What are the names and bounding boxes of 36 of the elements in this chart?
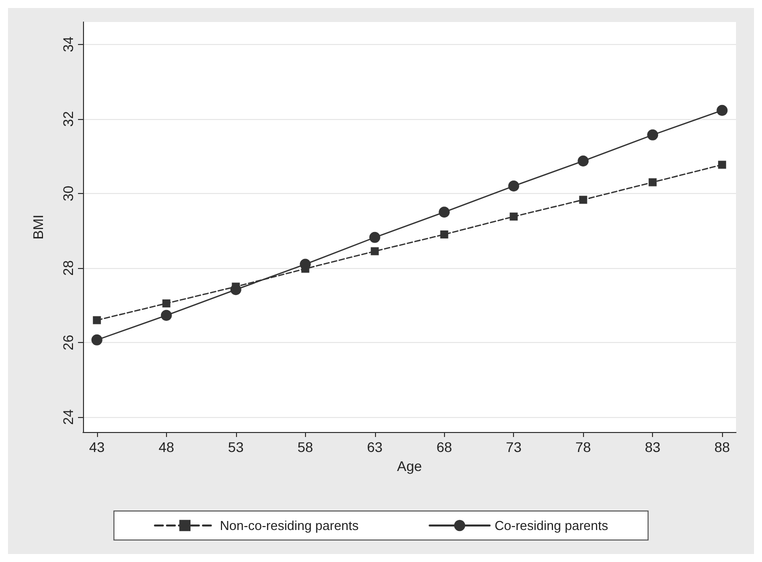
x-tick-label: 48 — [158, 439, 174, 455]
x-tick-label: 73 — [506, 439, 522, 455]
y-tick-label: 28 — [60, 260, 76, 276]
x-axis-title: Age — [397, 458, 422, 474]
point — [160, 310, 172, 321]
x-tick-label: 63 — [366, 439, 383, 455]
point — [508, 180, 520, 192]
y-tick-label: 34 — [60, 36, 76, 52]
y-tick-label: 26 — [60, 334, 76, 350]
point — [438, 206, 450, 218]
x-tick-label: 88 — [714, 439, 730, 455]
y-axis-title: BMI — [30, 214, 46, 240]
legend-label: Non-co-residing parents — [220, 518, 360, 533]
point — [718, 160, 726, 169]
point — [510, 212, 518, 221]
x-tick-label: 43 — [89, 439, 105, 455]
x-tick-label: 58 — [298, 439, 314, 455]
point — [716, 104, 728, 116]
point — [370, 247, 379, 256]
point — [162, 299, 170, 308]
point — [91, 334, 102, 346]
point — [579, 196, 588, 204]
point — [648, 178, 657, 186]
point — [369, 232, 380, 243]
x-tick-label: 83 — [644, 439, 661, 455]
x-tick-label: 53 — [228, 439, 244, 455]
y-tick-label: 24 — [60, 409, 76, 425]
point — [647, 129, 658, 140]
y-tick-label: 32 — [60, 110, 76, 127]
legend-label: Co-residing parents — [494, 518, 609, 533]
point — [92, 316, 101, 324]
point — [578, 156, 589, 167]
x-tick-label: 78 — [575, 439, 592, 455]
point — [440, 230, 448, 238]
x-tick-label: 68 — [436, 439, 452, 455]
y-tick-label: 30 — [60, 185, 76, 202]
